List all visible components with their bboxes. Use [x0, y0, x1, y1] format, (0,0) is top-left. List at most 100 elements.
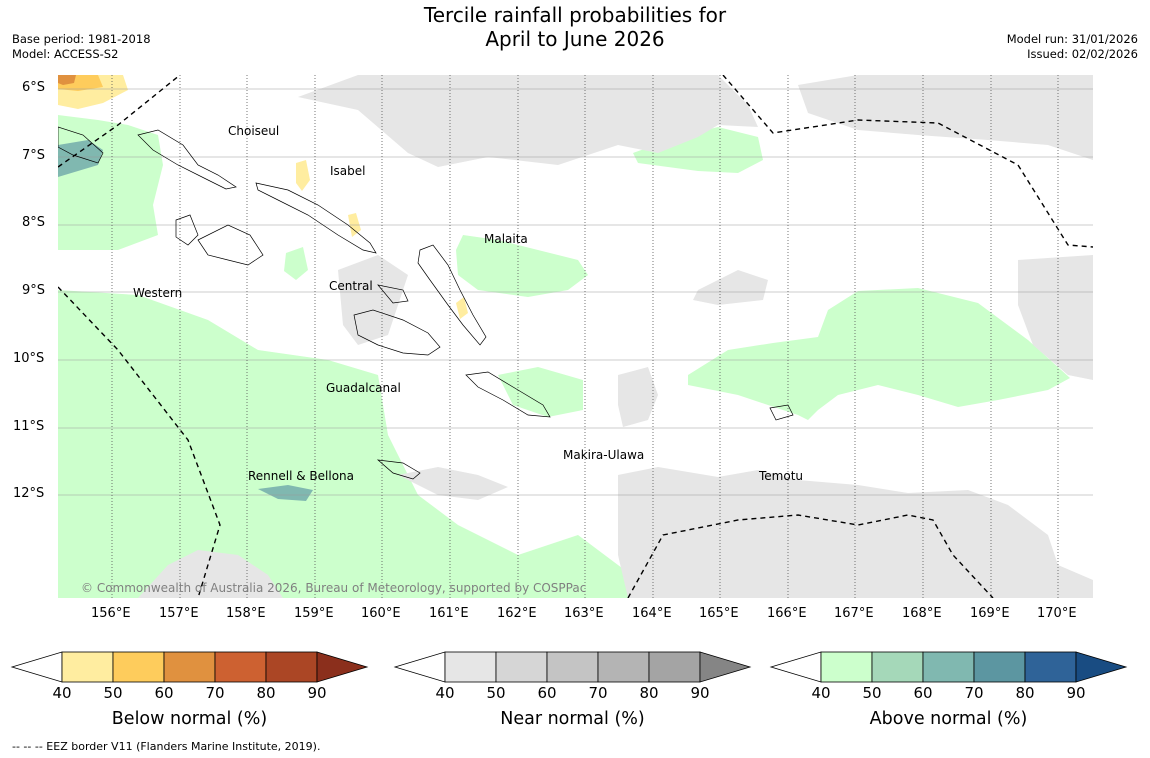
below-normal-region-isabel: [296, 160, 310, 191]
tick-label: 80: [639, 684, 659, 702]
tick-label: 50: [486, 684, 506, 702]
tick-label: 90: [1066, 684, 1086, 702]
near-normal-lower-extension: [393, 651, 446, 683]
below-normal-region-malaita: [456, 297, 468, 319]
label-makira-ulawa: Makira-Ulawa: [563, 448, 644, 462]
above-normal-region-strong-west: [58, 140, 103, 177]
tick-label: 60: [154, 684, 174, 702]
below-normal-lower-extension: [10, 651, 63, 683]
above-normal-region-north: [633, 127, 763, 173]
above-normal-swatch: [973, 651, 1026, 683]
lon-label-160e: 160°E: [361, 606, 401, 621]
above-normal-region-east: [688, 288, 1070, 420]
tick-label: 40: [52, 684, 72, 702]
lat-label-12s: 12°S: [13, 486, 45, 501]
below-normal-swatch: [214, 651, 267, 683]
above-normal-swatch: [820, 651, 873, 683]
choiseul-island-shape: [137, 129, 237, 190]
above-normal-swatch: [922, 651, 975, 683]
new-georgia-shape: [175, 214, 199, 246]
near-normal-upper-extension: [699, 651, 752, 683]
label-western: Western: [133, 286, 182, 300]
guadalcanal-island-shape: [353, 309, 441, 356]
near-normal-region-south-centre: [618, 367, 658, 427]
makira-island-shape: [465, 371, 551, 418]
colorbars: [0, 650, 1150, 685]
label-isabel: Isabel: [330, 164, 365, 178]
near-normal-swatch: [648, 651, 701, 683]
near-normal-swatch: [444, 651, 497, 683]
shortland-islands-shape: [58, 126, 104, 164]
coastlines: [58, 126, 794, 480]
above-normal-region-strong-rennell: [258, 485, 313, 501]
issued-date: Issued: 02/02/2026: [1027, 47, 1138, 61]
tick-label: 80: [256, 684, 276, 702]
below-normal-swatch: [163, 651, 216, 683]
eez-border-note: -- -- -- EEZ border V11 (Flanders Marine…: [12, 740, 321, 753]
lat-label-10s: 10°S: [13, 351, 45, 366]
eez-border: [58, 75, 1093, 598]
above-normal-title: Above normal (%): [869, 709, 1028, 729]
malaita-island-shape: [417, 244, 487, 346]
tick-label: 80: [1015, 684, 1035, 702]
lat-label-8s: 8°S: [22, 215, 46, 230]
colorbar-above-normal: [769, 651, 1128, 683]
near-normal-region-north: [298, 75, 758, 167]
label-temotu: Temotu: [758, 469, 803, 483]
lon-label-159e: 159°E: [294, 606, 334, 621]
florida-islands-shape: [377, 284, 409, 304]
lon-label-156e: 156°E: [91, 606, 131, 621]
tick-label: 70: [205, 684, 225, 702]
lon-label-161e: 161°E: [429, 606, 469, 621]
near-normal-swatch: [597, 651, 650, 683]
label-rennell-bellona: Rennell & Bellona: [248, 469, 354, 483]
below-normal-region-corner-core: [58, 75, 76, 85]
base-period: Base period: 1981-2018: [12, 32, 151, 46]
copyright-notice: © Commonwealth of Australia 2026, Bureau…: [81, 581, 586, 595]
lon-label-164e: 164°E: [632, 606, 672, 621]
tick-label: 60: [537, 684, 557, 702]
near-normal-swatch: [495, 651, 548, 683]
near-normal-swatch: [546, 651, 599, 683]
below-normal-swatch: [112, 651, 165, 683]
above-normal-region-southwest: [58, 290, 908, 598]
model-run: Model run: 31/01/2026: [1006, 32, 1138, 46]
near-normal-region-northeast: [798, 75, 1093, 160]
lat-label-6s: 6°S: [22, 80, 46, 95]
below-normal-swatch: [265, 651, 318, 683]
title-line-2: April to June 2026: [485, 27, 665, 51]
tick-label: 60: [913, 684, 933, 702]
near-normal-region-south-west: [398, 467, 508, 500]
forecast-map[interactable]: Choiseul Isabel Malaita Western Central …: [58, 75, 1093, 598]
tick-label: 70: [588, 684, 608, 702]
latitude-gridlines: [58, 88, 1093, 496]
model-name: Model: ACCESS-S2: [12, 47, 119, 61]
rennell-island-shape: [376, 459, 421, 480]
lon-label-157e: 157°E: [159, 606, 199, 621]
longitude-gridlines: [111, 75, 1059, 598]
near-normal-region-east-edge: [1018, 255, 1093, 380]
label-malaita: Malaita: [484, 232, 528, 246]
lon-label-163e: 163°E: [564, 606, 604, 621]
above-normal-swatch: [871, 651, 924, 683]
lon-label-169e: 169°E: [970, 606, 1010, 621]
lon-label-165e: 165°E: [699, 606, 739, 621]
near-normal-title: Near normal (%): [500, 709, 645, 729]
title-line-1: Tercile rainfall probabilities for: [423, 3, 727, 27]
below-normal-swatch: [61, 651, 114, 683]
lon-label-168e: 168°E: [902, 606, 942, 621]
lat-label-7s: 7°S: [22, 148, 46, 163]
lon-label-162e: 162°E: [497, 606, 537, 621]
above-normal-region-malaita: [456, 235, 588, 297]
above-normal-lower-extension: [769, 651, 822, 683]
lon-label-158e: 158°E: [226, 606, 266, 621]
above-normal-region-west: [58, 115, 163, 250]
above-normal-region-makira: [498, 367, 583, 417]
lon-label-166e: 166°E: [767, 606, 807, 621]
colorbar-below-normal: [10, 651, 369, 683]
label-guadalcanal: Guadalcanal: [326, 381, 401, 395]
label-central: Central: [329, 279, 373, 293]
near-normal-region-south: [618, 467, 1093, 598]
new-georgia-group: [197, 224, 264, 266]
lon-label-167e: 167°E: [834, 606, 874, 621]
